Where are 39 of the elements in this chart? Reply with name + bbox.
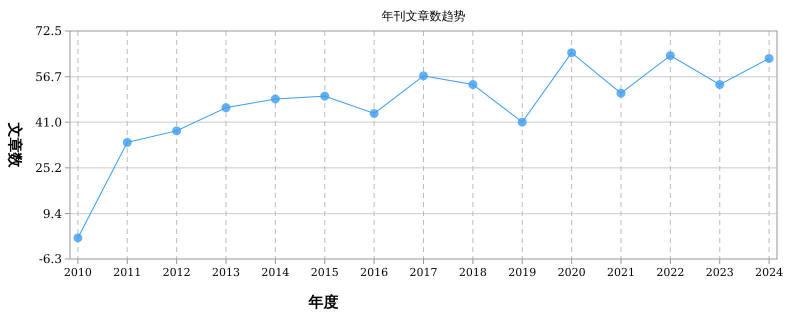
x-tick-label: 2021 bbox=[606, 266, 635, 279]
point bbox=[468, 80, 478, 90]
x-tick-label: 2012 bbox=[162, 266, 191, 279]
x-tick-label: 2022 bbox=[656, 266, 684, 279]
point bbox=[567, 48, 576, 58]
point bbox=[172, 126, 182, 136]
point bbox=[122, 138, 132, 147]
y-tick-label: -6.3 bbox=[38, 252, 62, 266]
x-tick-label: 2014 bbox=[261, 266, 290, 279]
x-tick-label: 2018 bbox=[458, 266, 487, 279]
point bbox=[666, 51, 675, 60]
x-tick-label: 2019 bbox=[508, 266, 536, 279]
point bbox=[222, 103, 231, 112]
y-tick-label: 72.5 bbox=[35, 24, 62, 38]
point bbox=[518, 118, 527, 127]
point bbox=[616, 88, 626, 98]
point bbox=[764, 54, 774, 63]
x-tick-label: 2023 bbox=[706, 266, 734, 279]
x-tick-label: 2013 bbox=[212, 266, 240, 279]
point bbox=[73, 233, 82, 242]
point bbox=[320, 92, 330, 101]
y-tick-label: 9.4 bbox=[42, 206, 62, 221]
point bbox=[419, 71, 428, 80]
x-tick-label: 2020 bbox=[558, 266, 586, 279]
x-tick-label: 2010 bbox=[64, 266, 92, 279]
x-tick-label: 2024 bbox=[755, 266, 784, 279]
point bbox=[370, 108, 379, 118]
x-tick-label: 2016 bbox=[360, 266, 388, 279]
y-tick-label: 41.0 bbox=[35, 115, 62, 130]
y-tick-label: 56.7 bbox=[35, 70, 62, 84]
y-tick-label: 25.2 bbox=[35, 161, 62, 176]
point bbox=[715, 80, 724, 90]
x-tick-label: 2011 bbox=[113, 266, 142, 279]
chart-title: 年刊文章数趋势 bbox=[382, 9, 466, 23]
x-axis-title: 年度 bbox=[308, 293, 338, 311]
y-axis-title: 文章数 bbox=[6, 122, 24, 168]
x-tick-label: 2017 bbox=[410, 266, 438, 279]
x-tick-label: 2015 bbox=[310, 266, 339, 279]
point bbox=[270, 94, 280, 104]
